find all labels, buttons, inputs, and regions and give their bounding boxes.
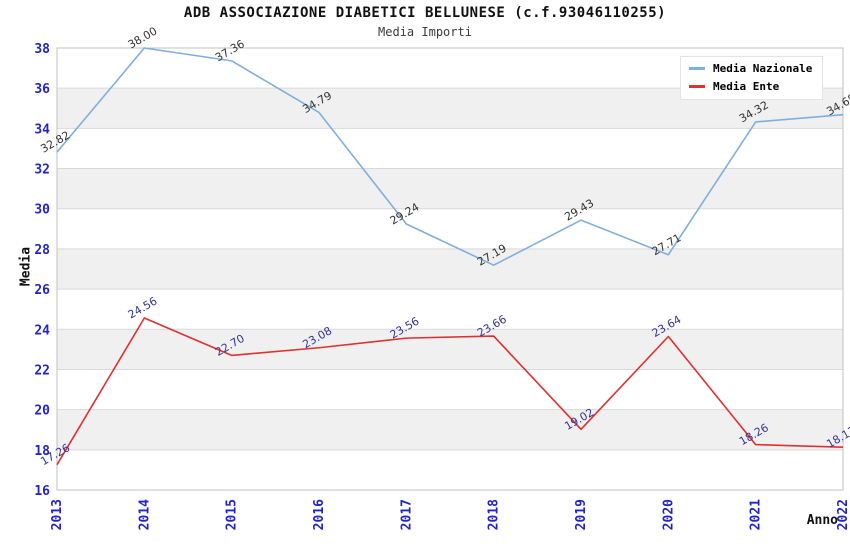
- y-tick-label: 20: [34, 404, 50, 419]
- y-tick-label: 22: [34, 363, 50, 378]
- chart-title: ADB ASSOCIAZIONE DIABETICI BELLUNESE (c.…: [183, 5, 667, 21]
- x-tick-label: 2017: [399, 499, 414, 530]
- x-tick-label: 2014: [137, 499, 152, 530]
- y-tick-label: 36: [34, 82, 50, 97]
- y-axis-title: Media: [18, 246, 34, 287]
- series-line-media-ente: [56, 317, 844, 466]
- legend-label-media-ente: Media Ente: [713, 80, 780, 93]
- plot-band: [57, 208, 843, 249]
- y-tick-label: 18: [34, 444, 50, 459]
- x-tick-label: 2019: [574, 499, 589, 530]
- x-tick-label: 2022: [836, 499, 850, 530]
- y-tick-label: 26: [34, 283, 50, 298]
- x-tick-label: 2015: [225, 499, 240, 530]
- legend: Media Nazionale Media Ente: [680, 56, 824, 100]
- plot-band: [57, 289, 843, 330]
- plot-band: [57, 369, 843, 410]
- y-tick-label: 28: [34, 243, 50, 258]
- plot-band: [57, 128, 843, 169]
- y-tick-label: 24: [34, 323, 50, 338]
- legend-line-swatch-nazionale: [689, 67, 705, 70]
- plot-band: [57, 449, 843, 490]
- chart-subtitle: Media Importi: [378, 25, 472, 39]
- x-tick-label: 2021: [749, 499, 764, 530]
- plot-band: [57, 329, 843, 370]
- legend-line-swatch-ente: [689, 85, 705, 88]
- legend-label-media-nazionale: Media Nazionale: [713, 62, 813, 75]
- plot-border: [56, 47, 844, 491]
- legend-item-media-nazionale: Media Nazionale: [689, 62, 812, 75]
- y-tick-label: 16: [34, 484, 50, 499]
- x-tick-label: 2016: [312, 499, 327, 530]
- x-tick-label: 2020: [661, 499, 676, 530]
- x-tick-label: 2018: [487, 499, 502, 530]
- plot-band: [57, 409, 843, 450]
- legend-item-media-ente: Media Ente: [689, 80, 812, 93]
- y-tick-label: 32: [34, 163, 50, 178]
- x-axis-title: Anno: [806, 513, 838, 528]
- series-line-media-nazionale: [56, 47, 844, 266]
- y-tick-label: 34: [34, 122, 50, 137]
- plot-band: [57, 248, 843, 290]
- y-tick-label: 30: [34, 203, 50, 218]
- y-tick-label: 38: [34, 42, 50, 57]
- plot-band: [57, 168, 843, 209]
- x-tick-label: 2013: [50, 499, 65, 530]
